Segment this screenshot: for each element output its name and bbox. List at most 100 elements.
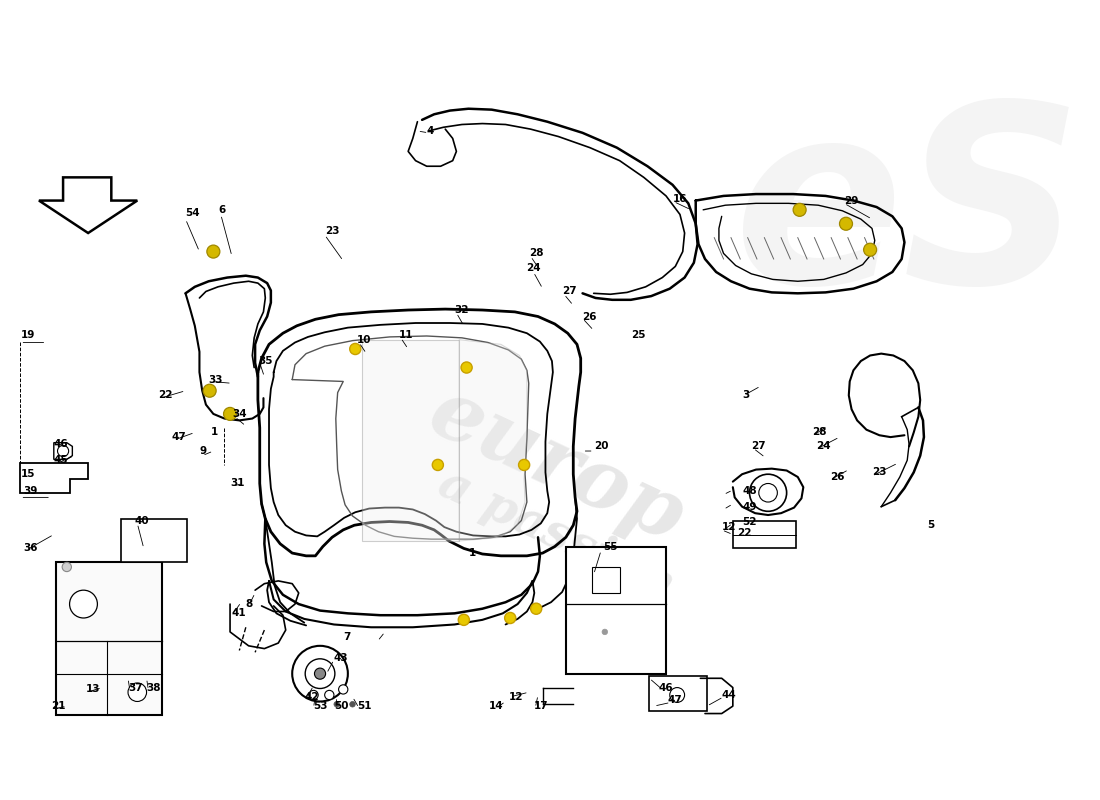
Text: a passion: a passion <box>431 459 682 610</box>
Polygon shape <box>54 442 73 459</box>
Circle shape <box>518 459 530 470</box>
Circle shape <box>461 362 472 373</box>
Polygon shape <box>362 340 459 541</box>
Circle shape <box>207 245 220 258</box>
Text: 53: 53 <box>314 701 328 711</box>
Text: 49: 49 <box>742 502 757 512</box>
Text: 27: 27 <box>562 286 576 297</box>
Text: 45: 45 <box>54 455 68 466</box>
Text: europ: europ <box>417 371 696 558</box>
Text: 37: 37 <box>128 682 143 693</box>
Text: 8: 8 <box>245 599 253 609</box>
Text: 4: 4 <box>427 126 434 136</box>
Circle shape <box>350 702 355 707</box>
Text: 26: 26 <box>583 311 597 322</box>
Circle shape <box>602 629 607 634</box>
Text: 5: 5 <box>927 520 935 530</box>
Circle shape <box>57 446 68 457</box>
Circle shape <box>759 483 778 502</box>
Text: 50: 50 <box>334 701 349 711</box>
Text: 31: 31 <box>230 478 244 489</box>
Text: 1: 1 <box>469 548 475 558</box>
Text: 26: 26 <box>830 472 845 482</box>
Circle shape <box>204 384 216 398</box>
Text: 27: 27 <box>751 442 766 451</box>
Polygon shape <box>733 521 796 549</box>
Polygon shape <box>565 546 666 674</box>
Circle shape <box>670 687 684 702</box>
Text: 22: 22 <box>737 528 752 538</box>
Circle shape <box>864 243 877 256</box>
Text: 52: 52 <box>742 518 757 527</box>
Text: 43: 43 <box>334 653 349 663</box>
Circle shape <box>69 590 98 618</box>
Text: 33: 33 <box>209 374 223 385</box>
Text: 23: 23 <box>324 226 339 236</box>
Text: eS: eS <box>735 94 1084 335</box>
Text: 39: 39 <box>23 486 37 496</box>
Text: 51: 51 <box>358 701 372 711</box>
Circle shape <box>839 218 853 230</box>
Polygon shape <box>592 567 619 593</box>
Text: 19: 19 <box>21 330 35 340</box>
Text: 28: 28 <box>529 249 543 258</box>
Circle shape <box>334 702 340 707</box>
Text: 29: 29 <box>844 195 858 206</box>
Text: 23: 23 <box>872 467 887 478</box>
Polygon shape <box>459 340 527 541</box>
Text: 1: 1 <box>211 427 218 438</box>
Circle shape <box>223 407 236 421</box>
Circle shape <box>63 562 72 572</box>
Text: 55: 55 <box>603 542 617 551</box>
Text: 12: 12 <box>722 522 736 532</box>
Circle shape <box>749 474 786 511</box>
Text: 46: 46 <box>54 438 68 449</box>
Circle shape <box>293 646 348 702</box>
Text: 7: 7 <box>343 631 351 642</box>
Circle shape <box>324 690 334 700</box>
Text: 35: 35 <box>257 356 273 366</box>
Circle shape <box>309 690 318 700</box>
Text: 15: 15 <box>21 470 35 479</box>
Text: 20: 20 <box>594 442 608 451</box>
Text: 16: 16 <box>672 194 688 204</box>
Text: 12: 12 <box>508 692 522 702</box>
Text: 9: 9 <box>199 446 207 456</box>
Polygon shape <box>649 677 707 710</box>
Text: 3: 3 <box>742 390 749 400</box>
Polygon shape <box>21 463 88 493</box>
Text: 40: 40 <box>134 515 150 526</box>
Circle shape <box>793 203 806 216</box>
Text: 6: 6 <box>218 205 226 215</box>
Circle shape <box>505 613 516 623</box>
Text: 10: 10 <box>358 334 372 345</box>
Circle shape <box>459 614 470 626</box>
Text: 13: 13 <box>86 685 100 694</box>
Text: 22: 22 <box>157 390 173 400</box>
Text: 32: 32 <box>454 305 469 315</box>
Text: 38: 38 <box>146 682 161 693</box>
Polygon shape <box>56 562 163 715</box>
Text: 34: 34 <box>232 409 246 419</box>
Text: 48: 48 <box>742 486 757 496</box>
Circle shape <box>350 343 361 354</box>
Text: 44: 44 <box>722 690 737 700</box>
Polygon shape <box>121 518 187 562</box>
Circle shape <box>315 668 326 679</box>
Text: 47: 47 <box>668 694 683 705</box>
Text: 21: 21 <box>51 701 66 711</box>
Text: 11: 11 <box>399 330 414 340</box>
Text: 42: 42 <box>305 692 319 702</box>
Text: 24: 24 <box>816 442 831 451</box>
Circle shape <box>128 683 146 702</box>
Text: 14: 14 <box>490 701 504 711</box>
Text: 54: 54 <box>186 208 200 218</box>
Circle shape <box>530 603 541 614</box>
Circle shape <box>339 685 348 694</box>
Text: 17: 17 <box>534 701 548 711</box>
Circle shape <box>432 459 443 470</box>
Text: 36: 36 <box>23 543 37 554</box>
Text: 25: 25 <box>630 330 646 340</box>
Text: 28: 28 <box>812 427 826 438</box>
Circle shape <box>305 659 334 689</box>
